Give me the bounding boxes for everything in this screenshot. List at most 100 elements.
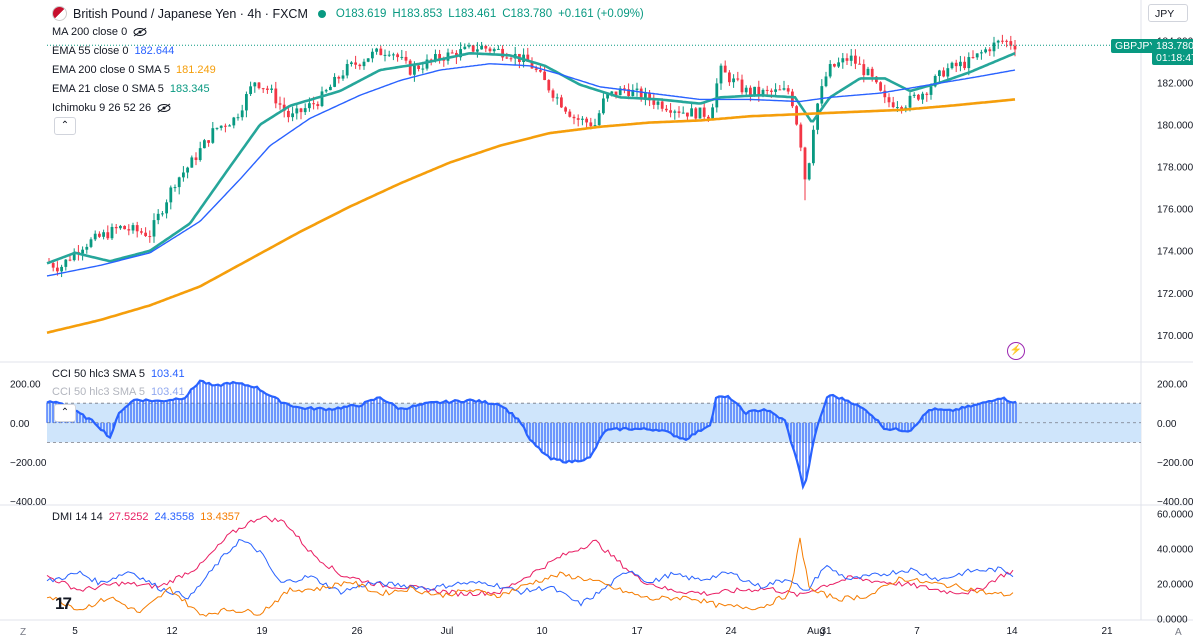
candle-body <box>530 61 534 69</box>
market-status-icon <box>317 9 326 18</box>
candle-body <box>555 97 559 99</box>
candle-body <box>644 92 647 99</box>
candle-body <box>828 64 832 77</box>
candle-body <box>102 232 105 237</box>
candle-body <box>408 60 412 75</box>
candle-body <box>194 157 198 161</box>
indicator-legend-row[interactable]: EMA 21 close 0 SMA 5 183.345 <box>52 83 210 95</box>
indicator-legend-row[interactable]: MA 200 close 0 <box>52 26 147 38</box>
candle-body <box>60 266 63 272</box>
hidden-eye-icon[interactable] <box>133 27 147 37</box>
lightning-icon[interactable]: ⚡ <box>1007 342 1025 360</box>
candle-body <box>463 46 467 50</box>
indicator-legend-row[interactable]: EMA 55 close 0 182.644 <box>52 45 174 57</box>
time-tick-label: 10 <box>536 626 548 637</box>
dmi-legend[interactable]: DMI 14 14 27.5252 24.3558 13.4357 <box>52 511 240 523</box>
symbol-name[interactable]: British Pound / Japanese Yen · 4h · FXCM <box>73 6 308 21</box>
currency-button[interactable]: JPY <box>1148 4 1188 22</box>
time-tick-label: 5 <box>72 626 78 637</box>
collapse-cci-button[interactable]: ⌃ <box>54 404 76 422</box>
dmi-minus-line[interactable] <box>46 538 1014 607</box>
candle-body <box>833 64 836 67</box>
price-tick-label: 178.000 <box>1157 163 1193 174</box>
ema21-line[interactable] <box>46 51 1016 265</box>
candle-body <box>492 49 496 52</box>
candle-body <box>942 70 945 77</box>
cci-legend[interactable]: CCI 50 hlc3 SMA 5 103.41 <box>52 368 185 380</box>
candle-body <box>345 64 349 76</box>
candle-body <box>635 88 639 90</box>
dmi-adx-line[interactable] <box>46 537 1014 617</box>
candle-body <box>652 100 656 105</box>
candle-body <box>656 101 660 105</box>
cci-histogram[interactable] <box>46 380 1017 487</box>
candle-body <box>925 93 929 95</box>
candle-body <box>56 267 59 272</box>
candle-body <box>324 90 328 92</box>
time-tick-label: 12 <box>166 626 178 637</box>
candle-body <box>719 65 723 84</box>
candle-body <box>673 111 677 113</box>
candle-body <box>959 61 962 67</box>
hidden-eye-icon[interactable] <box>157 103 171 113</box>
candle-body <box>1009 41 1013 46</box>
candles[interactable] <box>47 34 1017 278</box>
dmi-plus-line[interactable] <box>46 515 1014 598</box>
candle-body <box>366 58 370 62</box>
candle-body <box>992 42 996 52</box>
candle-body <box>740 79 744 93</box>
candle-body <box>169 187 173 203</box>
cci-label-2: CCI 50 hlc3 SMA 5 <box>52 386 145 398</box>
candle-body <box>707 116 710 119</box>
indicator-label: EMA 21 close 0 SMA 5 <box>52 83 164 95</box>
cci-line[interactable] <box>46 379 1017 491</box>
candle-body <box>597 113 601 126</box>
candle-body <box>564 107 567 112</box>
candle-body <box>967 57 971 69</box>
candle-body <box>320 91 324 107</box>
time-tick-label: 24 <box>725 626 737 637</box>
candle-body <box>106 232 110 239</box>
candle-body <box>438 54 441 60</box>
candle-body <box>996 40 1000 43</box>
candle-body <box>963 61 966 69</box>
candle-body <box>665 108 668 111</box>
ohlc-close: C183.780 <box>502 7 553 20</box>
candle-body <box>765 89 769 91</box>
candle-body <box>908 95 912 108</box>
candle-body <box>677 111 681 113</box>
indicator-legend-row[interactable]: Ichimoku 9 26 52 26 <box>52 102 171 114</box>
candle-body <box>207 140 210 143</box>
last-price: 183.780 <box>1156 40 1193 52</box>
auto-scale-toggle[interactable]: A <box>1175 627 1182 638</box>
ohlc-change: +0.161 (+0.09%) <box>558 7 644 20</box>
dmi-tick-label: 40.0000 <box>1157 544 1193 555</box>
ohlc-open: O183.619 <box>335 7 387 20</box>
ema55-line[interactable] <box>46 63 1016 277</box>
candle-body <box>585 118 588 123</box>
ema200-line[interactable] <box>46 98 1016 334</box>
candle-body <box>135 225 139 232</box>
candle-body <box>253 82 257 87</box>
zoom-toggle[interactable]: Z <box>20 627 27 638</box>
candle-body <box>379 48 383 56</box>
candle-body <box>329 86 332 91</box>
candle-body <box>669 110 672 113</box>
candle-body <box>879 82 882 91</box>
candle-body <box>434 54 437 61</box>
candle-body <box>68 259 72 261</box>
candle-body <box>841 58 845 63</box>
price-tick-label: 174.000 <box>1157 247 1193 258</box>
candle-body <box>480 45 483 50</box>
gbp-flag-icon <box>52 6 67 21</box>
indicator-legend-row[interactable]: EMA 200 close 0 SMA 5 181.249 <box>52 64 216 76</box>
dmi-label: DMI 14 14 <box>52 511 103 523</box>
candle-body <box>245 94 248 111</box>
tradingview-logo-icon: 17 <box>55 594 72 613</box>
candle-body <box>858 63 861 65</box>
candle-body <box>182 172 185 178</box>
candle-body <box>753 86 756 95</box>
candle-body <box>954 62 958 67</box>
collapse-indicators-button[interactable]: ⌃ <box>54 117 76 135</box>
